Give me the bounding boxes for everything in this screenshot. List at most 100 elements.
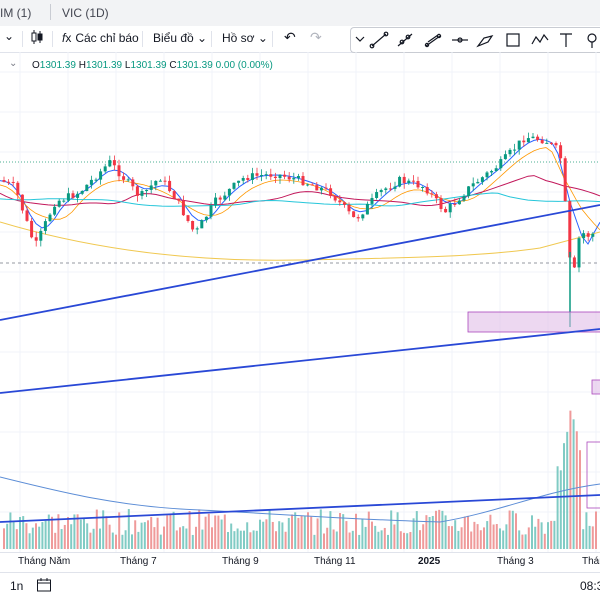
volume-bar xyxy=(227,532,229,549)
candle-body xyxy=(145,189,149,192)
volume-bar xyxy=(271,521,274,549)
volume-bar xyxy=(473,521,476,549)
volume-bar xyxy=(294,512,297,549)
candle-body xyxy=(582,233,586,239)
candle-body xyxy=(384,188,388,191)
high-label: H xyxy=(78,60,86,71)
volume-bar xyxy=(172,511,175,549)
volume-bar xyxy=(115,534,117,549)
volume-bar xyxy=(134,520,137,549)
parallel-channel-icon[interactable] xyxy=(424,33,442,48)
function-icon: fx xyxy=(62,31,72,45)
volume-bar xyxy=(307,512,309,549)
tab-im[interactable]: IM (1) xyxy=(0,6,32,20)
low-value: 1301.39 xyxy=(130,60,167,71)
volume-bar xyxy=(185,528,188,549)
candle-body xyxy=(536,136,540,140)
candle-body xyxy=(76,193,80,198)
volume-bar xyxy=(47,514,50,549)
volume-bar xyxy=(582,529,585,549)
candle-body xyxy=(379,190,383,193)
candle-body xyxy=(218,197,222,200)
ray-icon[interactable] xyxy=(397,33,413,47)
volume-bar xyxy=(550,520,553,549)
volume-bar xyxy=(255,530,258,549)
candle-body xyxy=(554,143,558,146)
text-tool-icon[interactable] xyxy=(560,33,572,47)
toolbar-divider xyxy=(272,31,273,47)
candle-body xyxy=(306,184,310,186)
path-icon[interactable] xyxy=(531,33,549,45)
high-value: 1301.39 xyxy=(85,60,123,71)
volume-bar xyxy=(540,522,543,549)
candle-body xyxy=(549,142,553,144)
volume-bar xyxy=(275,531,277,549)
volume-bar xyxy=(60,529,63,549)
tab-strip: IM (1) VIC (1D) xyxy=(0,0,600,27)
volume-bar xyxy=(351,530,354,549)
calendar-icon[interactable] xyxy=(36,577,52,596)
profile-button[interactable]: Hồ sơ ⌄ xyxy=(222,31,268,45)
volume-bar xyxy=(233,531,236,549)
candle-body xyxy=(563,158,567,202)
indicators-button[interactable]: fx Các chỉ báo xyxy=(62,31,139,45)
candle-body xyxy=(531,136,535,139)
time-axis[interactable]: Tháng Năm Tháng 7 Tháng 9 Tháng 11 2025 … xyxy=(0,552,600,571)
volume-bar xyxy=(332,529,335,549)
candles-icon[interactable] xyxy=(30,29,44,48)
brush-icon[interactable] xyxy=(476,35,494,48)
undo-icon[interactable]: ↶ xyxy=(284,29,296,45)
redo-icon[interactable]: ↷ xyxy=(310,29,322,45)
candle-body xyxy=(398,176,402,187)
clock-time: 08:3 xyxy=(580,579,600,593)
candle-body xyxy=(227,188,231,196)
chart-button[interactable]: Biểu đồ ⌄ xyxy=(153,31,207,45)
horizontal-line-icon[interactable] xyxy=(452,37,468,43)
volume-bar xyxy=(521,534,524,549)
interval-button[interactable]: 1n xyxy=(10,579,24,593)
expand-chevron-icon[interactable] xyxy=(355,36,365,42)
pin-icon[interactable] xyxy=(587,33,597,48)
legend-collapse-icon[interactable]: ⌄ xyxy=(9,58,18,69)
chevron-down-icon[interactable]: ⌄ xyxy=(4,29,15,43)
volume-bar xyxy=(76,514,79,549)
volume-bar xyxy=(124,530,127,549)
candle-body xyxy=(467,186,471,197)
volume-bar xyxy=(102,510,105,549)
volume-bar xyxy=(358,534,361,549)
candle-body xyxy=(522,140,526,143)
candle-body xyxy=(39,230,43,241)
volume-bar xyxy=(211,527,213,549)
profile-label: Hồ sơ xyxy=(222,31,255,45)
volume-zone xyxy=(586,441,600,509)
volume-bar xyxy=(415,511,418,549)
volume-bar xyxy=(511,510,514,549)
volume-bar xyxy=(390,510,393,549)
candle-body xyxy=(393,186,397,189)
candle-body xyxy=(223,195,227,200)
volume-bar xyxy=(51,516,53,549)
candle-body xyxy=(48,214,52,222)
candle-body xyxy=(448,203,452,213)
volume-bar xyxy=(579,450,581,549)
rectangle-icon[interactable] xyxy=(506,33,520,47)
volume-bar xyxy=(425,515,428,549)
volume-bar xyxy=(169,514,172,549)
candle-body xyxy=(186,215,190,222)
volume-bar xyxy=(41,522,44,549)
candle-body xyxy=(388,188,392,190)
volume-bar xyxy=(31,527,34,549)
candle-body xyxy=(158,180,162,182)
candle-body xyxy=(513,149,517,151)
volume-bar xyxy=(182,526,185,549)
price-chart[interactable] xyxy=(0,52,600,552)
volume-bar xyxy=(524,534,527,549)
volume-bar xyxy=(393,524,396,549)
volume-bar xyxy=(591,526,594,549)
trend-line-icon[interactable] xyxy=(369,31,389,49)
volume-bar xyxy=(585,512,588,549)
volume-bar xyxy=(431,515,434,549)
volume-bar xyxy=(265,519,268,549)
volume-bar xyxy=(67,517,69,549)
tab-vic[interactable]: VIC (1D) xyxy=(62,6,109,20)
